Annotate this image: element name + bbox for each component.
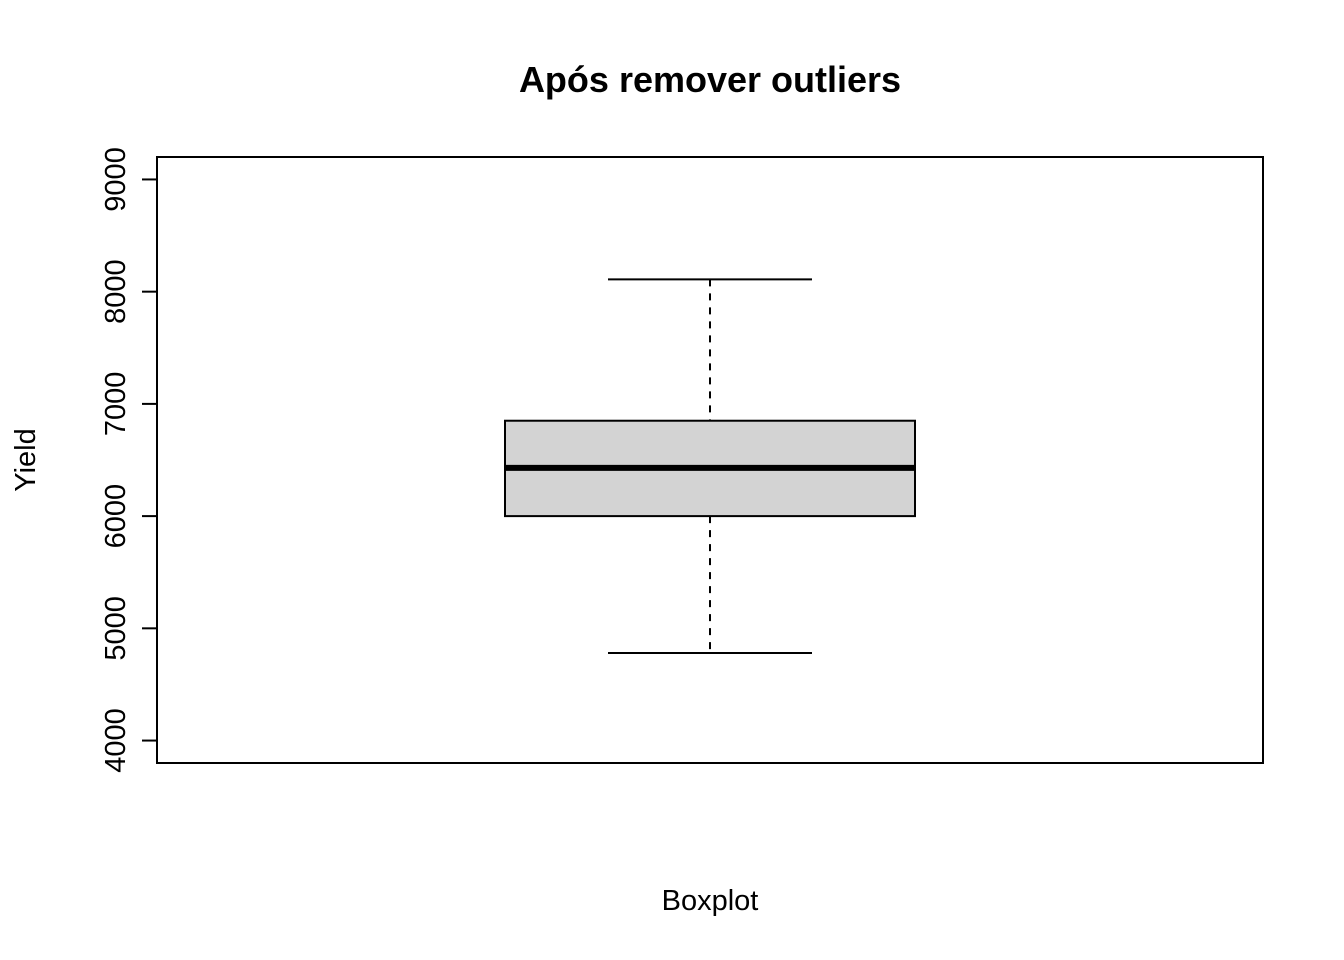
y-tick-label-5000: 5000 xyxy=(100,596,132,661)
y-axis-label: Yield xyxy=(10,428,42,491)
box-group xyxy=(504,278,916,655)
y-tick-label-6000: 6000 xyxy=(100,484,132,549)
x-axis-label: Boxplot xyxy=(662,885,759,917)
chart-title: Após remover outliers xyxy=(519,59,901,100)
y-tick-label-9000: 9000 xyxy=(100,147,132,212)
y-tick-label-7000: 7000 xyxy=(100,372,132,437)
y-tick-label-4000: 4000 xyxy=(100,708,132,773)
y-tick-label-8000: 8000 xyxy=(100,259,132,324)
y-axis: 4000 5000 6000 7000 8000 9000 xyxy=(100,147,158,773)
